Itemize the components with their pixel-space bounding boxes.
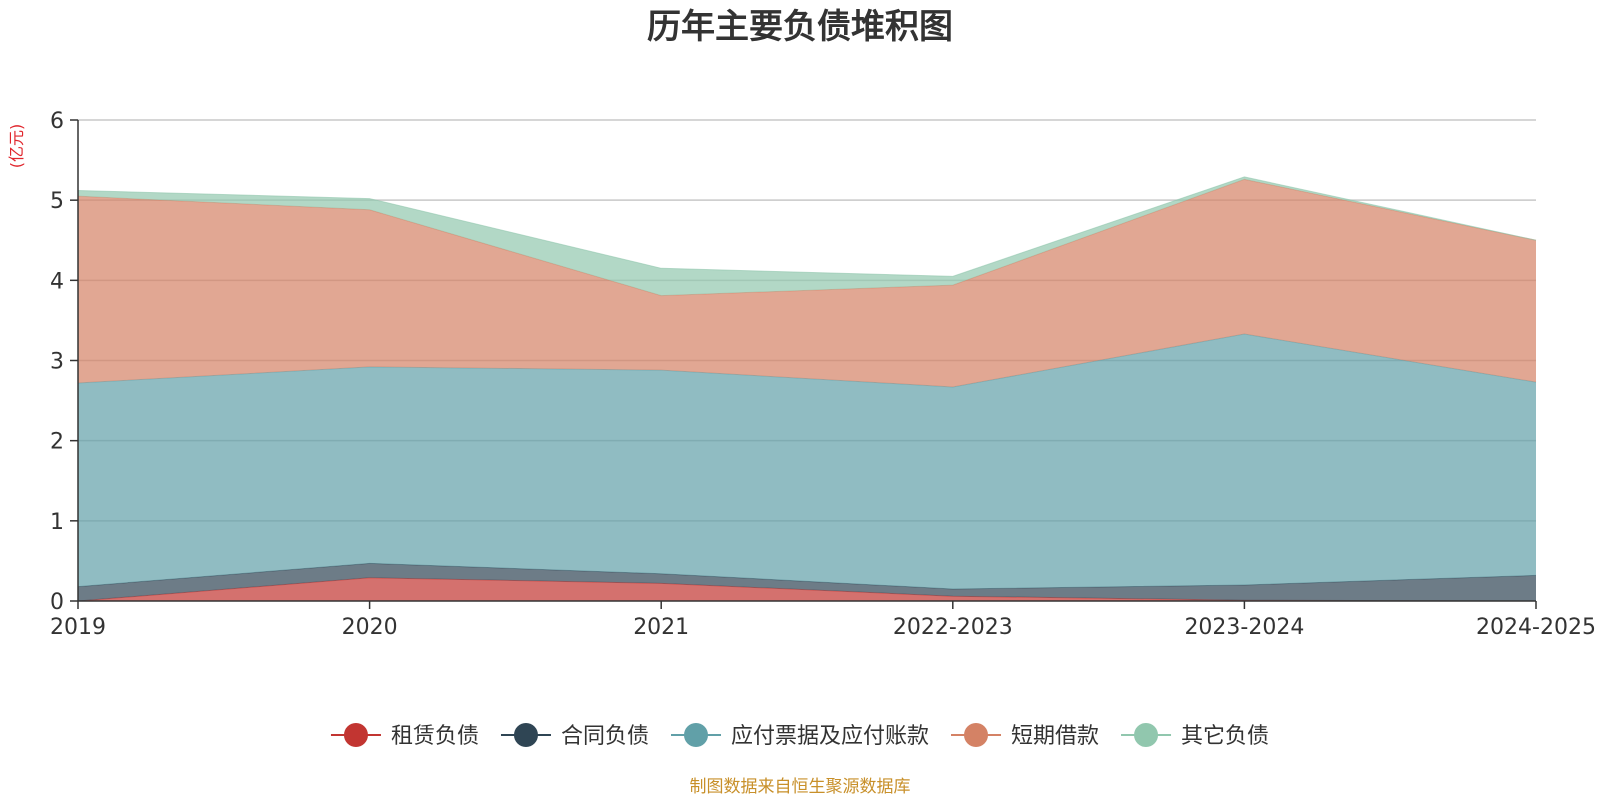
legend-circle-marker	[1134, 723, 1159, 747]
legend-label: 其它负债	[1181, 724, 1269, 749]
x-tick-label: 2022-2023	[893, 615, 1013, 640]
area-series-1	[78, 577, 1536, 601]
legend-item-5[interactable]: 其它负债	[1121, 723, 1269, 749]
y-tick-label: 4	[50, 269, 64, 294]
legend-label: 租赁负债	[391, 724, 479, 749]
y-tick-label: 2	[50, 430, 64, 455]
legend-circle-marker	[513, 723, 538, 747]
legend-circle-marker	[683, 723, 708, 747]
y-axis-unit-label: (亿元)	[7, 124, 26, 169]
area-series-2	[78, 563, 1536, 601]
legend-item-3[interactable]: 应付票据及应付账款	[670, 723, 929, 749]
area-series-3	[78, 334, 1536, 589]
legend-item-2[interactable]: 合同负债	[500, 723, 649, 749]
area-series-4	[78, 179, 1536, 387]
x-tick-label: 2020	[342, 615, 398, 640]
legend-circle-marker	[964, 723, 989, 747]
x-tick-label: 2023-2024	[1184, 615, 1304, 640]
area-series-line-5	[77, 176, 1537, 277]
x-tick-label: 2019	[50, 615, 106, 640]
y-tick-label: 3	[50, 350, 64, 375]
legend-label: 应付票据及应付账款	[731, 724, 929, 749]
legend-label: 合同负债	[561, 724, 649, 749]
legend: 租赁负债 合同负债 应付票据及应付账款 短期借款 其它负债	[330, 723, 1269, 749]
y-tick-label: 0	[50, 590, 64, 615]
legend-circle-marker	[343, 723, 368, 747]
axes: 0 1 2 3 4 5 6 2019 2020 2021 2022-2023 2023-2024 202…	[50, 109, 1596, 640]
area-series	[77, 176, 1537, 602]
chart-title: 历年主要负债堆积图	[647, 7, 953, 47]
source-note: 制图数据来自恒生聚源数据库	[690, 777, 911, 797]
x-tick-label: 2024-2025	[1476, 615, 1596, 640]
legend-label: 短期借款	[1011, 724, 1099, 749]
y-tick-label: 5	[50, 189, 64, 214]
y-tick-label: 1	[50, 510, 64, 535]
legend-item-4[interactable]: 短期借款	[951, 723, 1099, 749]
y-tick-label: 6	[50, 109, 64, 134]
legend-item-1[interactable]: 租赁负债	[330, 723, 479, 749]
x-tick-label: 2021	[633, 615, 689, 640]
